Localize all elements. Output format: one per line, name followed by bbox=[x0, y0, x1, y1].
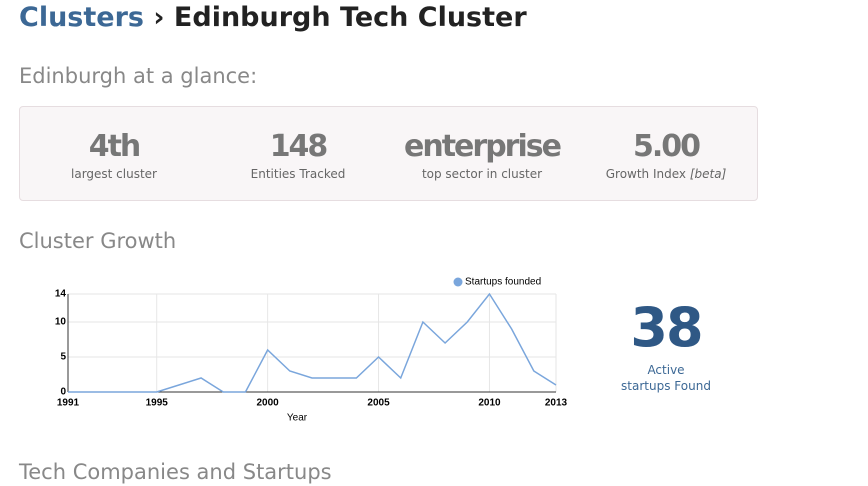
y-tick-label: 14 bbox=[55, 289, 67, 300]
x-tick-label: 2013 bbox=[545, 398, 568, 409]
active-count: 38 Active startups Found bbox=[606, 296, 726, 394]
stat-value: enterprise bbox=[404, 129, 562, 164]
section-heading: Edinburgh at a glance: bbox=[19, 64, 258, 88]
stat-label: top sector in cluster bbox=[421, 167, 543, 181]
stat: 5.00 Growth Index [beta] bbox=[574, 129, 758, 181]
stat-label: Entities Tracked bbox=[250, 167, 346, 181]
x-tick-label: 2005 bbox=[367, 398, 390, 409]
stat: 4th largest cluster bbox=[22, 129, 206, 181]
cluster-name: Edinburgh Tech Cluster bbox=[173, 2, 527, 33]
section-heading: Cluster Growth bbox=[19, 229, 177, 253]
y-tick-label: 5 bbox=[60, 352, 66, 363]
x-tick-label: 2000 bbox=[257, 398, 280, 409]
x-axis-label: Year bbox=[287, 413, 308, 424]
x-tick-label: 1991 bbox=[57, 398, 80, 409]
stat-label: largest cluster bbox=[71, 167, 157, 181]
stat-value: 4th bbox=[88, 129, 142, 164]
line-series bbox=[68, 292, 557, 393]
stat: 148 Entities Tracked bbox=[206, 129, 390, 181]
chart: 0 5 10 14 1991 1995 2000 2005 2010 2013 Year Startu… bbox=[55, 277, 568, 424]
x-tick-label: 1995 bbox=[146, 398, 169, 409]
stats-box: 4th largest cluster 148 Entities Tracked e… bbox=[19, 106, 758, 201]
legend-label: Startups founded bbox=[465, 277, 541, 288]
stat-value: 148 bbox=[269, 129, 329, 164]
active-value: 38 bbox=[630, 296, 703, 359]
stat-note: [beta] bbox=[689, 167, 727, 181]
y-tick-label: 0 bbox=[60, 387, 66, 398]
y-tick-label: 10 bbox=[55, 317, 67, 328]
page-title: Clusters › Edinburgh Tech Cluster bbox=[19, 2, 527, 33]
active-label: Active startups Found bbox=[621, 363, 711, 393]
stat-label-text: Growth Index bbox=[605, 167, 687, 181]
stat-value: 5.00 bbox=[632, 129, 701, 164]
stat-label: Growth Index [beta] bbox=[574, 167, 758, 181]
breadcrumb-link[interactable]: Clusters bbox=[19, 2, 144, 33]
stat: enterprise top sector in cluster bbox=[390, 129, 574, 181]
section-heading: Tech Companies and Startups bbox=[19, 460, 332, 484]
x-tick-label: 2010 bbox=[478, 398, 501, 409]
separator: › bbox=[153, 2, 165, 33]
legend-swatch bbox=[453, 277, 463, 287]
